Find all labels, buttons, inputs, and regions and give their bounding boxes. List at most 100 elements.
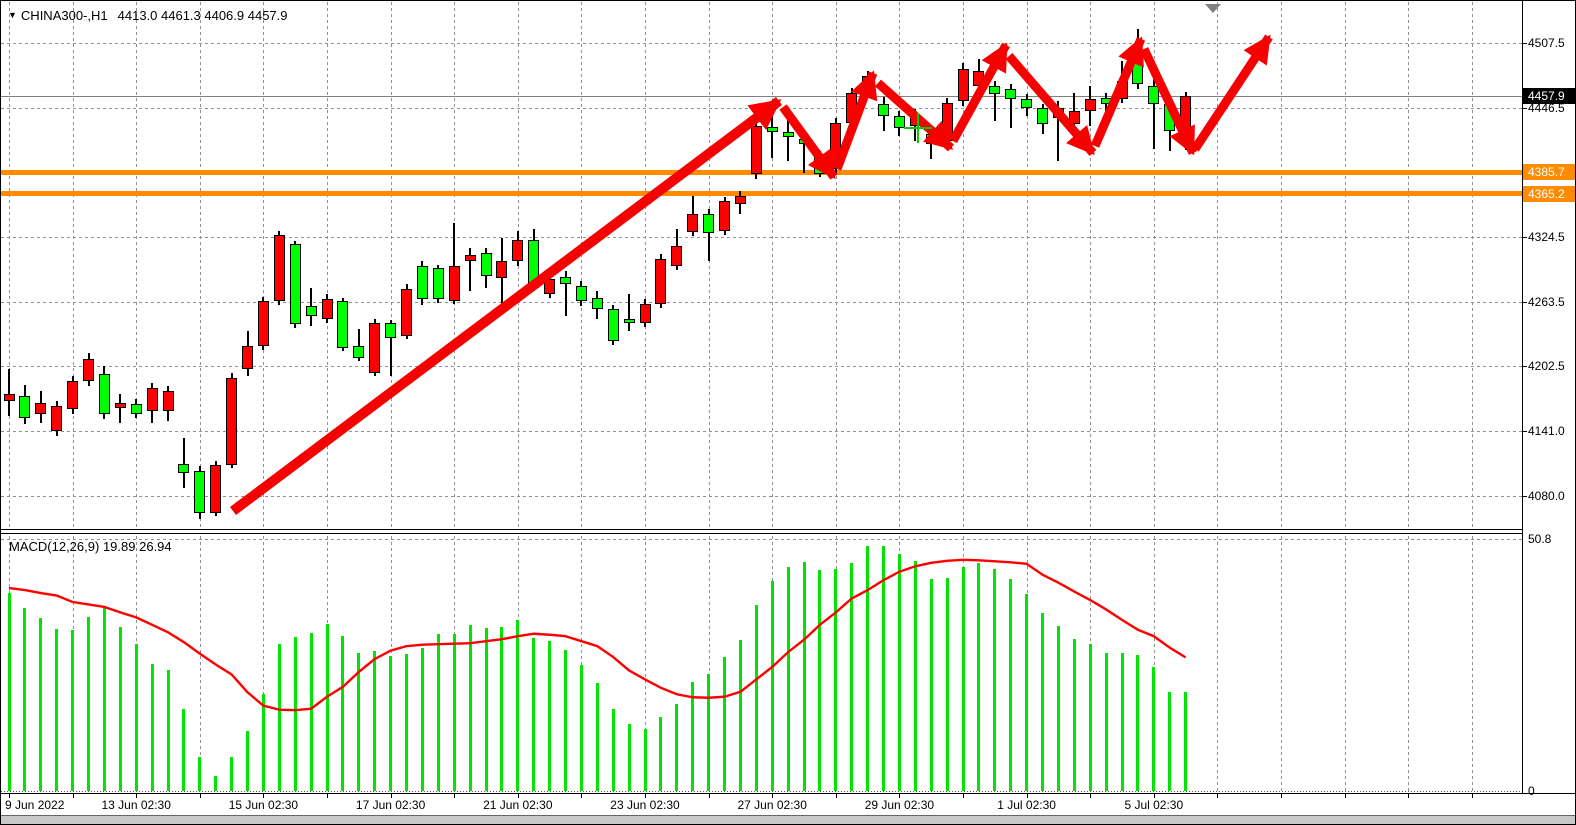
trend-arrow[interactable]: [1191, 34, 1273, 152]
macd-histogram-bar: [1136, 655, 1140, 791]
trend-arrow[interactable]: [832, 70, 878, 171]
candle: [67, 381, 79, 410]
candle: [401, 289, 412, 336]
macd-histogram-bar: [579, 665, 583, 791]
macd-histogram-bar: [1025, 594, 1029, 791]
candle: [591, 298, 603, 309]
macd-main-value: 19.89: [102, 539, 136, 554]
price-tick-label: 4141.0: [1528, 424, 1565, 439]
time-tick-label: 15 Jun 02:30: [228, 798, 299, 812]
candle: [369, 322, 381, 374]
time-tick-label: 13 Jun 02:30: [101, 798, 171, 812]
trend-arrows-overlay[interactable]: [1, 1, 1522, 529]
time-tick-label: 5 Jul 02:30: [1124, 798, 1184, 812]
candle-wick: [182, 438, 185, 488]
trend-arrow[interactable]: [229, 97, 783, 515]
trend-arrow[interactable]: [949, 42, 1010, 144]
price-axis-tick: [1522, 301, 1527, 303]
macd-histogram-bar: [182, 709, 186, 791]
time-tick-label: 1 Jul 02:30: [997, 798, 1056, 812]
candle: [671, 246, 683, 267]
vertical-gridline: [454, 2, 456, 793]
candle: [512, 240, 524, 262]
macd-histogram-bar: [341, 636, 345, 791]
candle: [146, 388, 158, 412]
candle: [575, 285, 587, 302]
candle: [1084, 98, 1096, 111]
candle: [130, 404, 142, 414]
macd-histogram-bar: [357, 653, 361, 791]
candle: [464, 255, 476, 262]
macd-histogram-bar: [866, 545, 870, 791]
candle-wick: [1105, 92, 1108, 116]
price-tick-label: 4324.5: [1528, 229, 1565, 244]
price-gridline: [1, 431, 1522, 433]
symbol-dropdown-icon[interactable]: ▼: [8, 10, 17, 20]
trend-arrow[interactable]: [1139, 47, 1198, 156]
trend-arrow[interactable]: [1005, 53, 1097, 156]
vertical-gridline: [327, 2, 328, 793]
macd-histogram-bar: [691, 681, 695, 791]
candle: [957, 68, 969, 101]
candle: [639, 304, 651, 323]
candle-wick: [803, 134, 805, 173]
candle: [480, 253, 492, 276]
macd-histogram-bar: [71, 629, 75, 791]
candle: [687, 214, 699, 233]
panel-separator[interactable]: [1, 529, 1522, 534]
trend-arrow[interactable]: [1090, 36, 1146, 148]
vertical-gridline: [1090, 2, 1092, 793]
macd-histogram-bar: [659, 717, 663, 791]
vertical-gridline: [1153, 2, 1155, 793]
candle: [385, 322, 397, 339]
macd-histogram-bar: [150, 664, 154, 791]
macd-histogram-bar: [230, 756, 234, 791]
trend-arrow[interactable]: [875, 79, 954, 152]
time-axis-tick: [963, 793, 964, 798]
time-tick-label: 23 Jun 02:30: [610, 798, 680, 812]
macd-histogram-bar: [134, 644, 138, 791]
macd-scale-label: 0: [1528, 784, 1535, 798]
chart-shift-marker-icon[interactable]: [1205, 4, 1221, 13]
candle-wick: [993, 81, 996, 121]
macd-histogram-bar: [532, 638, 536, 791]
time-tick-label: 17 Jun 02:30: [355, 798, 426, 812]
time-axis-tick: [1471, 793, 1473, 798]
macd-histogram-bar: [468, 624, 472, 791]
trend-arrow[interactable]: [779, 104, 838, 180]
price-gridline: [1, 42, 1522, 44]
candle: [242, 346, 253, 370]
price-axis-tick: [1522, 42, 1527, 44]
macd-histogram-bar: [1072, 639, 1076, 791]
macd-histogram-bar: [198, 756, 202, 791]
vertical-gridline: [581, 2, 583, 793]
macd-zero-line: [1, 791, 1522, 792]
candle: [178, 464, 190, 474]
time-axis-tick: [263, 793, 265, 798]
time-axis-tick: [1408, 793, 1410, 798]
macd-histogram-bar: [39, 617, 43, 791]
time-axis-tick: [390, 793, 392, 798]
macd-histogram-bar: [87, 616, 90, 791]
candle: [1037, 107, 1048, 124]
macd-scale-label: 50.8: [1528, 532, 1552, 546]
time-tick-label: 21 Jun 02:30: [483, 798, 553, 812]
macd-histogram-bar: [786, 566, 790, 791]
time-axis-tick: [708, 793, 710, 798]
macd-histogram-bar: [1104, 653, 1108, 791]
time-axis-tick: [1026, 793, 1028, 798]
candle: [83, 359, 94, 382]
candle: [1148, 85, 1160, 104]
price-tick-label: 4507.5: [1528, 35, 1565, 50]
candle-wick: [389, 320, 392, 377]
price-gridline: [1, 236, 1522, 238]
macd-histogram-bar: [1152, 666, 1156, 791]
time-axis-tick: [199, 793, 201, 798]
vertical-gridline: [963, 2, 964, 793]
time-axis-tick: [581, 793, 583, 798]
candle: [226, 378, 238, 465]
candle: [3, 394, 15, 402]
macd-scale-gridline: [1, 539, 1522, 540]
support-level-line[interactable]: [1, 191, 1522, 197]
candle: [114, 403, 126, 409]
